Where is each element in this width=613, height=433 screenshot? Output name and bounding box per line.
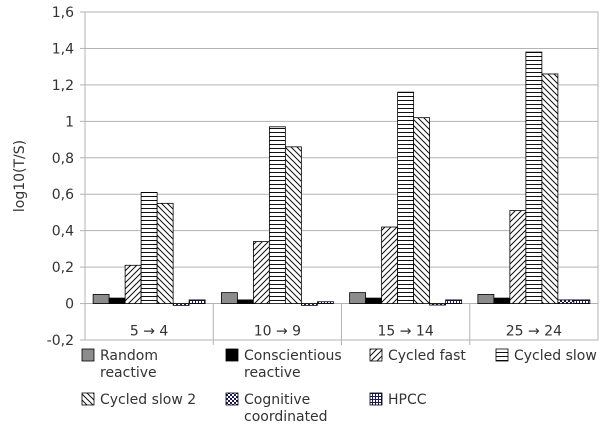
legend-item: Cycled slow <box>495 348 597 364</box>
y-tick-label: 1,4 <box>52 41 74 57</box>
legend-label: Cycled fast <box>388 348 466 364</box>
legend-label: reactive <box>100 365 157 381</box>
legend-label: coordinated <box>244 409 328 425</box>
bar-random-reactive <box>92 294 110 304</box>
bar-random-reactive <box>220 292 238 304</box>
legend-label: HPCC <box>388 392 427 408</box>
legend-label: Conscientious <box>244 348 342 364</box>
legend-swatch <box>495 348 509 362</box>
x-tick-label: 25 → 24 <box>506 324 562 340</box>
bar-cognitive-coordinated <box>429 303 447 306</box>
y-axis-title: log10(T/S) <box>12 140 28 212</box>
y-tick-label: 0,6 <box>52 187 74 203</box>
bar-hpcc <box>573 299 591 304</box>
y-tick-label: 0,4 <box>52 224 74 240</box>
legend-label: Cycled slow 2 <box>100 392 196 408</box>
y-tick-label: 0,2 <box>52 260 74 276</box>
bar-cycled-slow <box>397 91 415 304</box>
bar-hpcc <box>188 299 206 304</box>
bars <box>92 51 591 306</box>
legend-label: Cycled slow <box>514 348 597 364</box>
legend-item: Cycled slow 2 <box>81 392 196 408</box>
bar-conscientious-reactive <box>108 297 126 304</box>
bar-cycled-fast <box>509 210 527 304</box>
bar-cycled-slow <box>525 51 543 304</box>
bar-random-reactive <box>477 294 495 304</box>
y-tick-label: -0,2 <box>47 333 74 349</box>
bar-hpcc <box>316 301 334 304</box>
bar-conscientious-reactive <box>493 297 511 304</box>
bar-random-reactive <box>349 292 367 304</box>
bar-cycled-fast <box>252 241 270 304</box>
bar-cognitive-coordinated <box>557 299 575 304</box>
y-tick-label: 1,6 <box>52 5 74 21</box>
bar-cycled-slow-2 <box>413 117 431 304</box>
legend-swatch <box>369 348 383 362</box>
legend-label: Cognitive <box>244 392 310 408</box>
legend-swatch <box>81 392 95 406</box>
x-tick-label: 5 → 4 <box>130 324 169 340</box>
bar-cognitive-coordinated <box>172 303 190 306</box>
legend-swatch <box>225 348 239 362</box>
y-tick-label: 0,8 <box>52 151 74 167</box>
y-tick-label: 1 <box>65 114 74 130</box>
legend-label: Random <box>100 348 158 364</box>
bar-cycled-slow-2 <box>156 202 174 304</box>
axes <box>80 11 599 345</box>
x-tick-label: 10 → 9 <box>254 324 301 340</box>
bar-hpcc <box>445 299 463 304</box>
bar-cycled-slow-2 <box>541 73 559 304</box>
legend-item: HPCC <box>369 392 427 408</box>
bar-cycled-slow <box>268 126 286 304</box>
legend-swatch <box>81 348 95 362</box>
bar-cycled-slow-2 <box>284 146 302 304</box>
legend-label: reactive <box>244 365 301 381</box>
legend-swatch <box>225 392 239 406</box>
labels: -0,2 0 0,2 0,4 0,6 0,8 1 1,2 1,4 1,6 5 → 4 10 → 9 15… <box>12 5 562 349</box>
bar-cycled-slow <box>140 191 158 304</box>
bar-conscientious-reactive <box>236 299 254 304</box>
y-tick-label: 1,2 <box>52 78 74 94</box>
legend-item: Cycled fast <box>369 348 466 364</box>
bar-cycled-fast <box>381 226 399 304</box>
legend-swatch <box>369 392 383 406</box>
bar-cognitive-coordinated <box>300 303 318 306</box>
bar-cycled-fast <box>124 264 142 304</box>
legend: RandomreactiveConscientiousreactiveCycle… <box>81 348 597 425</box>
x-tick-label: 15 → 14 <box>377 324 433 340</box>
y-tick-label: 0 <box>65 297 74 313</box>
bar-conscientious-reactive <box>365 297 383 304</box>
